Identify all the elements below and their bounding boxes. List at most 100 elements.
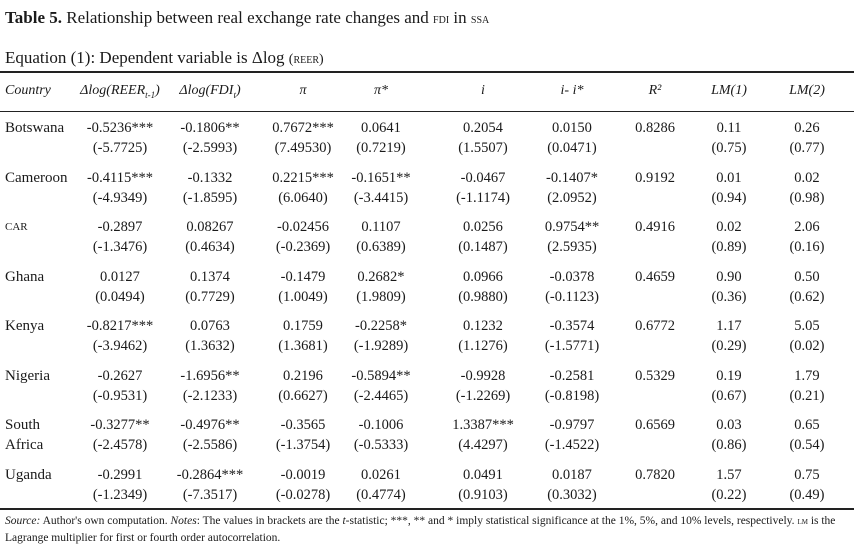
coefficient: 0.0187 <box>552 466 592 483</box>
country-name: Botswana <box>5 120 65 136</box>
coefficient: -0.2258* <box>355 318 407 334</box>
t-statistic: (0.9880) <box>458 288 508 305</box>
table-cell: -0.9928 (-1.2269) <box>456 366 510 406</box>
coefficient: -0.1407* <box>546 169 598 186</box>
t-statistic: (0.89) <box>711 239 747 255</box>
t-statistic: (-1.2349) <box>92 486 148 503</box>
title-fdi: FDI <box>433 12 450 27</box>
t-statistic: (-3.9462) <box>92 338 148 354</box>
table-number: Table 5. <box>5 8 63 27</box>
coefficient: 0.0641 <box>361 120 401 136</box>
header-label: LM(2) <box>789 83 825 98</box>
coefficient: 0.9754** <box>544 219 600 235</box>
t-statistic: (-2.4578) <box>92 437 148 453</box>
column-header: π* <box>374 83 388 100</box>
header-subscript: t <box>233 89 236 100</box>
country-name: CAR <box>5 221 28 233</box>
notes-text-2: -statistic; ***, ** and * imply statisti… <box>345 515 798 527</box>
t-statistic: (0.29) <box>711 338 747 354</box>
coefficient: 0.7820 <box>635 466 675 483</box>
table-cell: 0.19 (0.67) <box>711 366 746 406</box>
bottom-rule <box>0 508 854 510</box>
table-cell: 0.0187 (0.3032) <box>547 465 597 505</box>
t-statistic: (0.77) <box>789 140 825 156</box>
title-ssa: SSA <box>470 12 490 27</box>
t-statistic: (0.21) <box>789 387 825 404</box>
table-cell: 0.1232 (1.1276) <box>458 316 508 356</box>
table-cell: -0.1806** (-2.5993) <box>180 118 239 158</box>
table-row: Uganda -0.2991 (-1.2349) -0.2864*** (-7.3517… <box>0 465 854 513</box>
table-cell: 0.26 (0.77) <box>789 118 824 158</box>
t-statistic: (0.98) <box>789 189 825 206</box>
coefficient: -0.1006 <box>358 417 404 433</box>
coefficient: -0.2581 <box>549 367 595 384</box>
coefficient: -0.9928 <box>460 367 506 384</box>
t-statistic: (-1.9289) <box>353 338 409 354</box>
t-statistic: (0.94) <box>711 189 747 206</box>
t-statistic: (0.62) <box>789 288 825 305</box>
t-statistic: (0.0471) <box>547 140 597 156</box>
footnote: Source: Author's own computation. Notes:… <box>5 513 850 546</box>
header-label: Country <box>5 83 51 98</box>
coefficient: 0.26 <box>794 120 820 136</box>
coefficient: 0.4916 <box>635 219 675 235</box>
coefficient: 0.9192 <box>635 169 675 186</box>
coefficient: 0.0261 <box>361 466 401 483</box>
coefficient: -0.3574 <box>549 318 595 334</box>
t-statistic: (-2.5586) <box>182 437 238 453</box>
title-text: Relationship between real exchange rate … <box>66 8 434 27</box>
t-statistic: (0.49) <box>789 486 825 503</box>
coefficient: -0.4115*** <box>87 169 153 186</box>
t-statistic: (4.4297) <box>458 437 508 453</box>
t-statistic: (0.1487) <box>458 239 508 255</box>
column-header: LM(1) <box>711 83 747 100</box>
table-cell: -0.0019 (-0.0278) <box>276 465 330 505</box>
table-cell: 0.0261 (0.4774) <box>356 465 406 505</box>
coefficient: -0.02456 <box>277 219 329 235</box>
table-cell: -0.0467 (-1.1174) <box>456 168 510 208</box>
t-statistic: (0.7729) <box>185 288 235 305</box>
table-cell: 0.50 (0.62) <box>789 267 824 307</box>
equation-text: Equation (1): Dependent variable is Δlog <box>5 48 289 67</box>
table-cell: -0.1332 (-1.8595) <box>183 168 237 208</box>
table-cell: 0.0256 (0.1487) <box>458 217 508 257</box>
table-cell: 0.11 (0.75) <box>711 118 746 158</box>
table-cell: -0.4976** (-2.5586) <box>180 415 239 455</box>
country-name: Ghana <box>5 268 45 285</box>
table-cell: -0.1651** (-3.4415) <box>351 168 410 208</box>
coefficient: 0.65 <box>794 417 820 433</box>
table-cell: 0.8286 <box>635 118 675 138</box>
t-statistic: (-0.9531) <box>92 387 148 404</box>
table-cell: 0.0491 (0.9103) <box>458 465 508 505</box>
table-cell: -0.3574 (-1.5771) <box>545 316 599 356</box>
t-statistic: (-0.5333) <box>353 437 409 453</box>
coefficient: -0.5894** <box>351 367 411 384</box>
table-cell: 0.1759 (1.3681) <box>278 316 328 356</box>
coefficient: 0.0150 <box>552 120 592 136</box>
table-cell: 0.90 (0.36) <box>711 267 746 307</box>
t-statistic: (1.9809) <box>356 288 406 305</box>
column-header: R² <box>649 83 662 100</box>
country-name: Cameroon <box>5 169 68 186</box>
table-cell: -0.1407* (2.0952) <box>546 168 598 208</box>
equation-reer: (REER) <box>288 52 324 67</box>
table-cell: 0.6569 <box>635 415 675 435</box>
t-statistic: (-7.3517) <box>182 486 238 503</box>
t-statistic: (2.0952) <box>547 189 597 206</box>
coefficient: 1.17 <box>716 318 742 334</box>
table-cell: -0.2897 (-1.3476) <box>93 217 147 257</box>
table-cell: -0.1479 (1.0049) <box>278 267 328 307</box>
coefficient: 0.0256 <box>463 219 503 235</box>
notes-label: Notes <box>170 515 197 527</box>
column-header: i <box>481 83 485 100</box>
coefficient: -0.0019 <box>280 466 326 483</box>
t-statistic: (-2.1233) <box>182 387 238 404</box>
header-label: Δlog(FDI <box>179 83 234 98</box>
source-text: Author's own computation. <box>40 515 171 527</box>
table-cell: 0.08267 (0.4634) <box>185 217 235 257</box>
coefficient: 0.1759 <box>283 318 323 334</box>
coefficient: 0.4659 <box>635 268 675 285</box>
coefficient: -1.6956** <box>180 367 240 384</box>
table-cell: 0.02 (0.89) <box>711 217 746 257</box>
table-cell: 0.75 (0.49) <box>789 465 824 505</box>
